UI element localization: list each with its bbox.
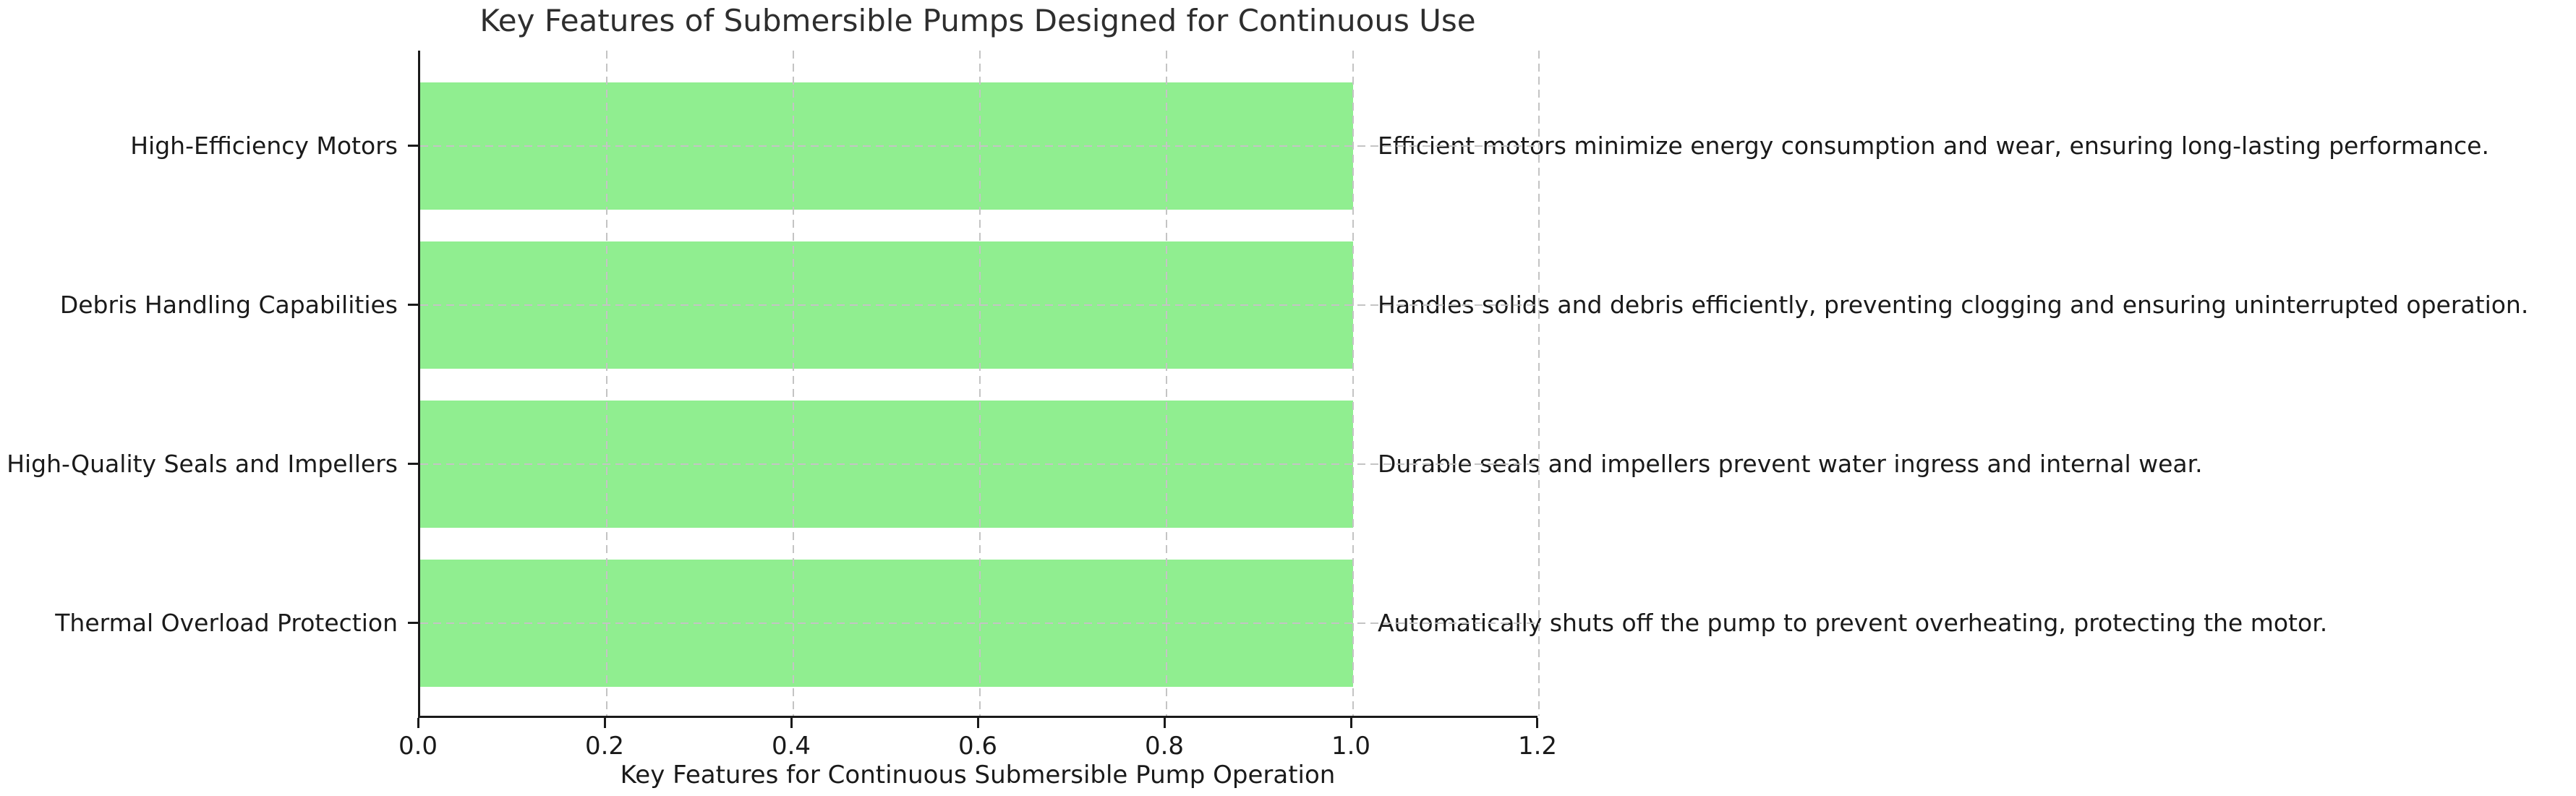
ytick-mark-0 — [408, 145, 418, 147]
xtick-label-0.0: 0.0 — [398, 732, 438, 761]
annotation-debris-handling-capabilities: Handles solids and debris efficiently, p… — [1378, 291, 2529, 319]
xtick-label-0.2: 0.2 — [584, 732, 625, 761]
chart-title: Key Features of Submersible Pumps Design… — [479, 3, 1476, 38]
gridline-x-0.8 — [1166, 51, 1167, 716]
xtick-mark-0.4 — [790, 718, 793, 728]
xtick-label-0.8: 0.8 — [1144, 732, 1185, 761]
xtick-label-0.4: 0.4 — [771, 732, 811, 761]
gridline-x-0.4 — [793, 51, 794, 716]
ytick-mark-1 — [408, 304, 418, 306]
gridline-y-0 — [420, 145, 1538, 147]
xtick-mark-1.0 — [1350, 718, 1352, 728]
gridline-y-1 — [420, 304, 1538, 306]
gridline-x-1.0 — [1352, 51, 1354, 716]
xtick-mark-0.6 — [977, 718, 979, 728]
ylabel-debris-handling-capabilities: Debris Handling Capabilities — [59, 291, 398, 319]
gridline-y-3 — [420, 622, 1538, 624]
plot-area — [418, 51, 1540, 718]
gridline-x-1.2 — [1538, 51, 1540, 716]
xtick-label-1.0: 1.0 — [1331, 732, 1371, 761]
gridline-x-0.6 — [979, 51, 981, 716]
ylabel-thermal-overload-protection: Thermal Overload Protection — [55, 609, 398, 637]
ylabel-high-quality-seals-impellers: High-Quality Seals and Impellers — [7, 450, 398, 478]
annotation-high-efficiency-motors: Efficient motors minimize energy consump… — [1378, 132, 2489, 160]
xtick-label-1.2: 1.2 — [1517, 732, 1558, 761]
xtick-mark-0.8 — [1164, 718, 1166, 728]
gridline-y-2 — [420, 463, 1538, 465]
ytick-mark-2 — [408, 463, 418, 465]
xtick-mark-1.2 — [1536, 718, 1538, 728]
ylabel-high-efficiency-motors: High-Efficiency Motors — [130, 132, 398, 160]
x-axis-label: Key Features for Continuous Submersible … — [620, 761, 1336, 789]
xtick-mark-0.0 — [417, 718, 419, 728]
xtick-mark-0.2 — [604, 718, 606, 728]
xtick-label-0.6: 0.6 — [958, 732, 998, 761]
gridline-x-0.2 — [606, 51, 607, 716]
ytick-mark-3 — [408, 622, 418, 624]
